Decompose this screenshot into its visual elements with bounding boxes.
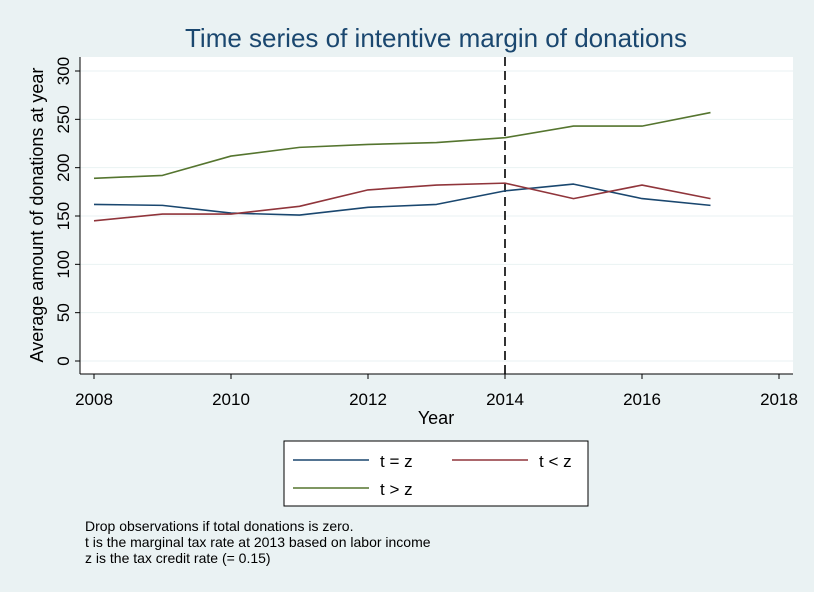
legend-label-t-eq-z: t = z: [380, 452, 413, 471]
y-tick-label: 150: [54, 202, 73, 230]
x-tick-label: 2012: [349, 390, 387, 409]
legend-box: [283, 440, 589, 507]
y-tick-label: 250: [54, 105, 73, 133]
y-tick-label: 50: [54, 303, 73, 322]
x-axis-label: Year: [418, 408, 454, 428]
y-tick-label: 0: [54, 356, 73, 365]
legend-label-t-gt-z: t > z: [380, 480, 413, 499]
series-line-2: [93, 111, 711, 180]
y-axis-label: Average amount of donations at year: [27, 68, 47, 363]
note-line: z is the tax credit rate (= 0.15): [85, 550, 271, 566]
x-tick-label: 2008: [75, 390, 113, 409]
series-line-1: [93, 182, 711, 222]
axes: 0 50 100 150 200 250 300 2008 2010 2012 2014 2016 20…: [54, 57, 798, 409]
x-tick-label: 2018: [760, 390, 798, 409]
note-line: Drop observations if total donations is …: [85, 518, 354, 534]
y-tick-label: 100: [54, 250, 73, 278]
legend-label-t-lt-z: t < z: [539, 452, 572, 471]
note-line: t is the marginal tax rate at 2013 based…: [85, 534, 431, 550]
series-lines: [93, 57, 711, 374]
y-tick-label: 200: [54, 153, 73, 181]
legend: t = z t < z t > z: [283, 440, 589, 507]
x-tick-label: 2010: [212, 390, 250, 409]
x-tick-label: 2016: [623, 390, 661, 409]
chart-title: Time series of intentive margin of donat…: [185, 23, 687, 53]
x-tick-label: 2014: [486, 390, 524, 409]
chart-notes: Drop observations if total donations is …: [85, 518, 431, 566]
y-tick-label: 300: [54, 57, 73, 85]
